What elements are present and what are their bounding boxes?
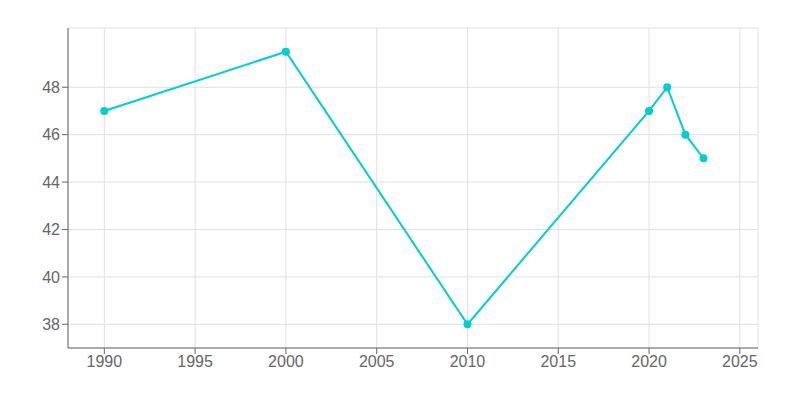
svg-text:2015: 2015 — [540, 353, 576, 370]
svg-text:44: 44 — [42, 174, 60, 191]
svg-text:2010: 2010 — [450, 353, 486, 370]
svg-text:2020: 2020 — [631, 353, 667, 370]
svg-text:2025: 2025 — [722, 353, 758, 370]
svg-text:42: 42 — [42, 221, 60, 238]
svg-text:40: 40 — [42, 269, 60, 286]
svg-text:48: 48 — [42, 79, 60, 96]
svg-text:1990: 1990 — [87, 353, 123, 370]
svg-text:38: 38 — [42, 316, 60, 333]
svg-text:2000: 2000 — [268, 353, 304, 370]
svg-text:2005: 2005 — [359, 353, 395, 370]
svg-text:46: 46 — [42, 126, 60, 143]
svg-text:1995: 1995 — [177, 353, 213, 370]
